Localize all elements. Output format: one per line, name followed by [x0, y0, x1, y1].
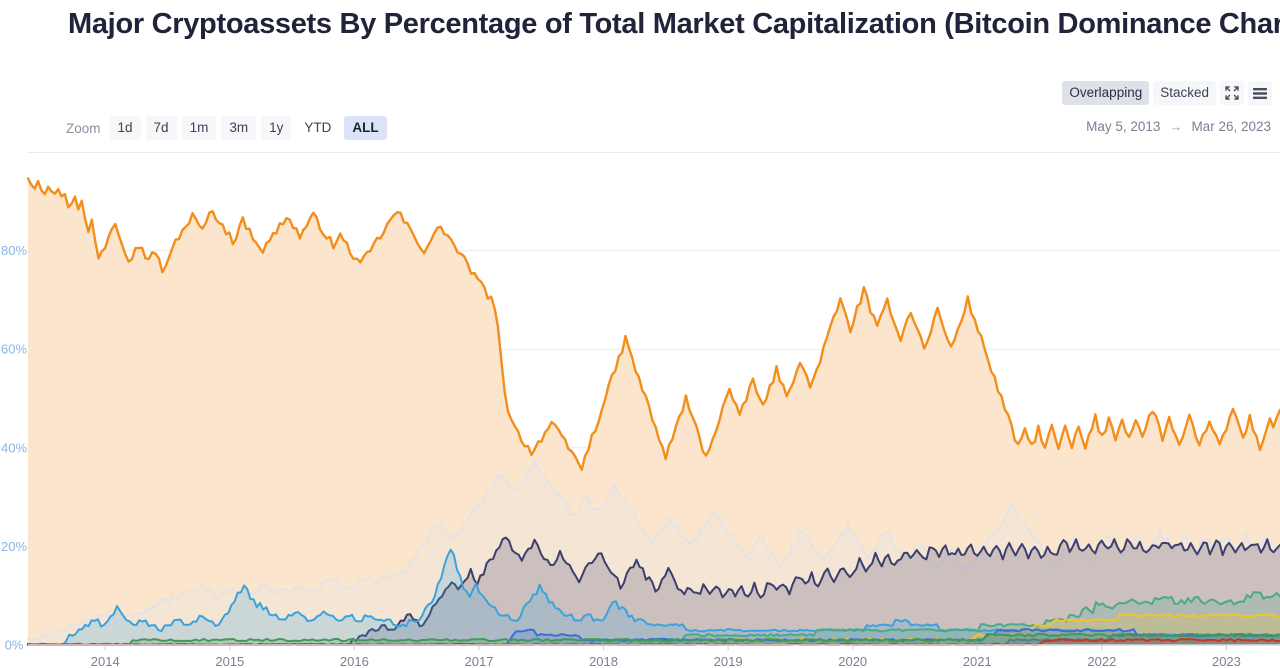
overlapping-mode-button[interactable]: Overlapping: [1062, 81, 1150, 105]
area-fill-ethereum: [28, 537, 1280, 645]
zoom-option-7d[interactable]: 7d: [145, 116, 177, 140]
zoom-option-1d[interactable]: 1d: [109, 116, 141, 140]
zoom-option-1y[interactable]: 1y: [261, 116, 292, 140]
y-axis-tick-label: 80%: [1, 243, 27, 258]
chart-toolbar: Overlapping Stacked: [1062, 81, 1272, 105]
zoom-option-1m[interactable]: 1m: [181, 116, 217, 140]
page-title: Major Cryptoassets By Percentage of Tota…: [68, 8, 1280, 40]
zoom-control: Zoom 1d 7d 1m 3m 1y YTD ALL: [66, 116, 387, 140]
date-range-end[interactable]: Mar 26, 2023: [1191, 119, 1271, 134]
x-axis-tick-label: 2014: [91, 654, 120, 668]
hamburger-menu-icon: [1253, 87, 1267, 99]
area-fill-litecoin: [28, 634, 1280, 645]
zoom-label: Zoom: [66, 120, 101, 136]
zoom-option-3m[interactable]: 3m: [221, 116, 257, 140]
x-axis-tick-label: 2021: [963, 654, 992, 668]
y-axis-tick-label: 40%: [1, 440, 27, 455]
area-fill-green-minor-asset: [28, 634, 1280, 645]
date-range-arrow-icon: →: [1169, 119, 1183, 134]
date-range: May 5, 2013 → Mar 26, 2023: [1086, 119, 1271, 134]
x-axis-tick-label: 2016: [340, 654, 369, 668]
x-axis-tick-label: 2018: [589, 654, 618, 668]
chart-menu-button[interactable]: [1248, 81, 1272, 105]
chart-svg[interactable]: 0% 20% 40% 60% 80% 2014 2015 2016 2017 2018 2019 20…: [0, 152, 1280, 668]
x-axis-tick-label: 2023: [1212, 654, 1241, 668]
plot-top-divider: [28, 152, 1280, 153]
y-axis-tick-label: 60%: [1, 342, 27, 357]
fullscreen-button[interactable]: [1220, 81, 1244, 105]
x-axis-tick-label: 2017: [465, 654, 494, 668]
y-axis-tick-label: 0%: [5, 638, 24, 653]
fullscreen-icon: [1225, 86, 1239, 100]
date-range-start[interactable]: May 5, 2013: [1086, 119, 1161, 134]
series-line-bitcoin[interactable]: [26, 177, 1280, 472]
x-axis-tick-label: 2015: [215, 654, 244, 668]
x-axis-tick-label: 2020: [838, 654, 867, 668]
series-line-other-cryptoassets[interactable]: [27, 459, 1280, 642]
zoom-option-all[interactable]: ALL: [344, 116, 387, 140]
y-axis-tick-label: 20%: [1, 539, 27, 554]
stacked-mode-button[interactable]: Stacked: [1153, 81, 1216, 105]
zoom-option-ytd[interactable]: YTD: [304, 120, 332, 135]
x-axis-tick-label: 2022: [1087, 654, 1116, 668]
area-fill-bnb: [28, 614, 1280, 645]
x-axis-tick-label: 2019: [714, 654, 743, 668]
area-fill-bitcoin: [28, 178, 1280, 645]
area-fill-other-cryptoassets: [28, 460, 1280, 645]
chart-plot-area[interactable]: 0% 20% 40% 60% 80% 2014 2015 2016 2017 2018 2019 20…: [0, 152, 1280, 668]
area-fill-tether: [28, 592, 1280, 645]
series-line-green-minor-asset[interactable]: [27, 633, 1280, 646]
